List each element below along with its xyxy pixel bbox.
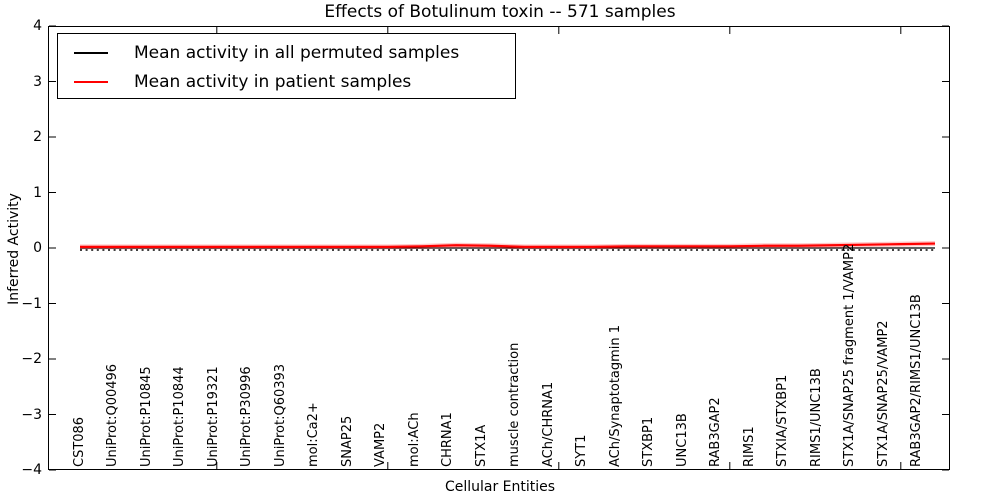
y-tick-label: −2 (21, 351, 42, 367)
x-tick-label: CST086 (72, 416, 87, 467)
x-tick-label: STXBP1 (641, 416, 657, 467)
chart-title: Effects of Botulinum toxin -- 571 sample… (324, 2, 676, 22)
x-tick-label: UniProt:Q00496 (105, 363, 121, 467)
legend-label-permuted: Mean activity in all permuted samples (134, 43, 460, 63)
x-tick-label: UniProt:P10844 (172, 366, 188, 467)
x-axis-title: Cellular Entities (444, 479, 556, 495)
x-tick-label: VAMP2 (373, 422, 389, 467)
y-tick-label: 3 (33, 73, 42, 90)
legend-line-sample-red (74, 81, 108, 83)
y-tick-label: 2 (33, 129, 42, 145)
y-tick-label: 0 (33, 240, 42, 256)
legend: Mean activity in all permuted samples Me… (57, 33, 516, 99)
x-tick-label: RAB3GAP2 (708, 397, 724, 467)
x-tick-label: UniProt:P30996 (239, 366, 255, 467)
x-tick-label: STX1A/SNAP25/VAMP2 (875, 320, 891, 467)
x-tick-label: ACh/CHRNA1 (540, 381, 556, 467)
x-tick-label: ACh/Synaptotagmin 1 (607, 324, 623, 467)
x-tick-label: SYT1 (574, 434, 590, 467)
y-tick-label: −3 (21, 406, 42, 423)
x-tick-label: UNC13B (674, 413, 690, 467)
x-tick-label: STX1A (473, 424, 489, 467)
x-tick-label: mol:Ca2+ (306, 402, 322, 467)
x-tick-label: mol:ACh (406, 412, 422, 467)
y-axis-title: Inferred Activity (6, 193, 22, 305)
legend-line-sample-black (74, 52, 108, 54)
x-tick-label: RIMS1/UNC13B (808, 368, 824, 467)
y-tick-label: 1 (33, 184, 42, 201)
x-tick-label: UniProt:Q60393 (272, 363, 288, 467)
x-tick-label: RIMS1 (741, 426, 757, 467)
y-tick-label: −4 (21, 462, 42, 478)
x-tick-label: UniProt:P19321 (205, 366, 221, 467)
legend-row-permuted: Mean activity in all permuted samples (58, 41, 515, 65)
y-tick-label: 4 (33, 18, 42, 34)
x-tick-label: CHRNA1 (440, 412, 456, 467)
x-tick-label: RAB3GAP2/RIMS1/UNC13B (909, 294, 924, 467)
y-tick-label: −1 (21, 295, 42, 312)
x-tick-label: STXIA/STXBP1 (775, 374, 791, 467)
legend-row-patient: Mean activity in patient samples (58, 70, 515, 94)
x-tick-label: SNAP25 (339, 415, 355, 467)
legend-label-patient: Mean activity in patient samples (134, 72, 412, 92)
x-tick-label: UniProt:P10845 (138, 366, 154, 467)
x-tick-label: STX1A/SNAP25 fragment 1/VAMP2 (842, 243, 858, 467)
x-tick-label: muscle contraction (507, 342, 523, 467)
